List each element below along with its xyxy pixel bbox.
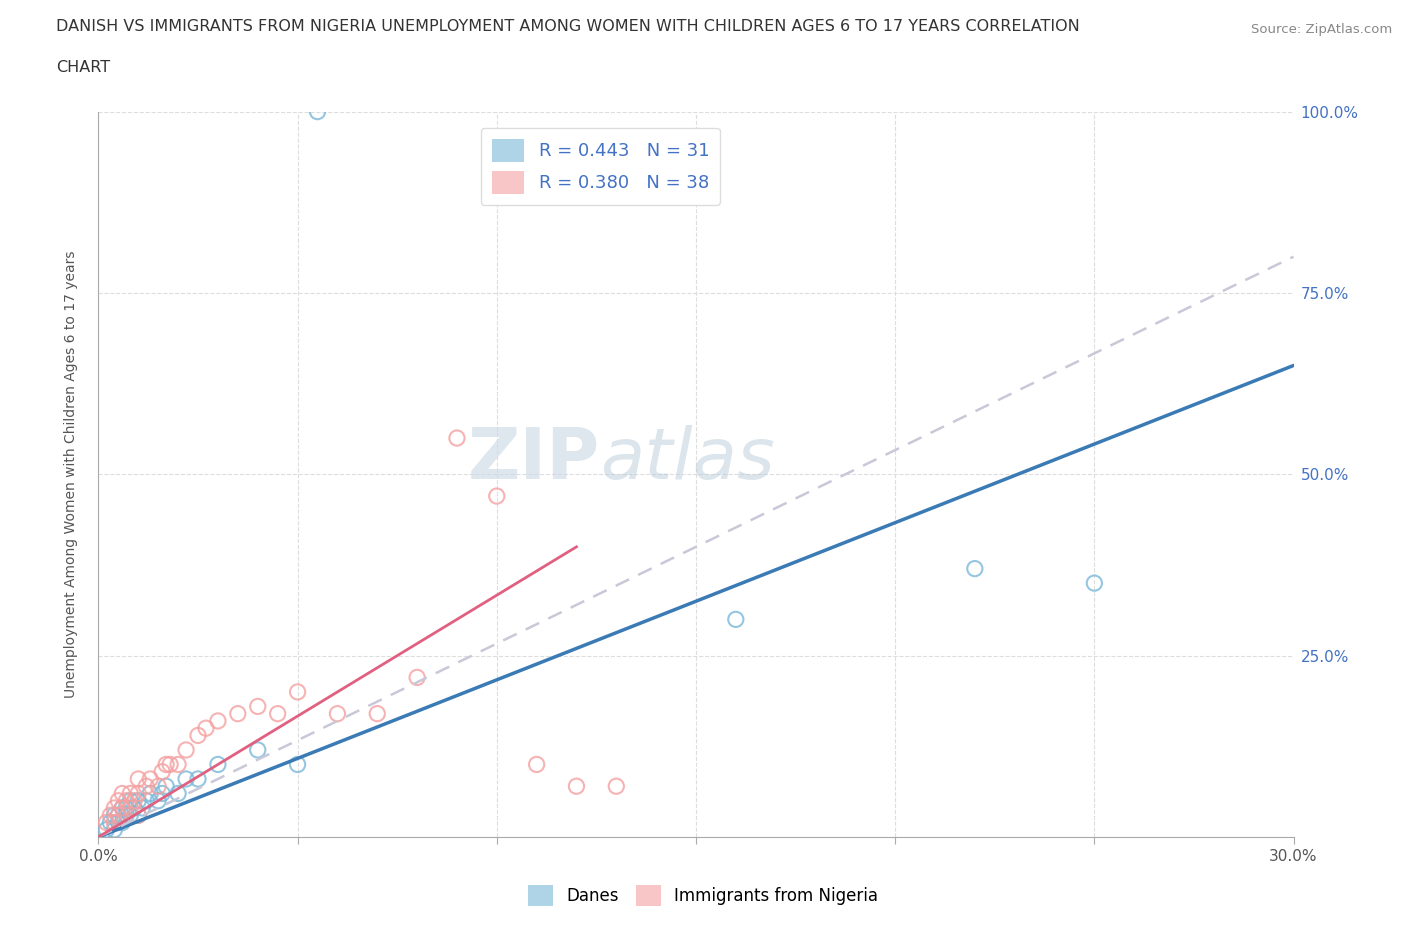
Point — [96, 822, 118, 837]
Point — [107, 808, 129, 823]
Point — [115, 808, 138, 823]
Point — [287, 757, 309, 772]
Point — [246, 699, 269, 714]
Point — [98, 815, 122, 830]
Point — [565, 778, 588, 793]
Point — [207, 713, 229, 728]
Point — [148, 793, 170, 808]
Point — [446, 431, 468, 445]
Point — [963, 561, 986, 576]
Point — [226, 706, 249, 721]
Point — [103, 822, 125, 837]
Point — [111, 786, 134, 801]
Point — [287, 684, 309, 699]
Point — [150, 786, 173, 801]
Point — [135, 778, 157, 793]
Point — [103, 808, 125, 823]
Point — [135, 793, 157, 808]
Point — [127, 808, 149, 823]
Point — [526, 757, 548, 772]
Point — [174, 772, 197, 787]
Point — [127, 808, 149, 823]
Text: DANISH VS IMMIGRANTS FROM NIGERIA UNEMPLOYMENT AMONG WOMEN WITH CHILDREN AGES 6 : DANISH VS IMMIGRANTS FROM NIGERIA UNEMPL… — [56, 19, 1080, 33]
Point — [167, 757, 190, 772]
Text: ZIP: ZIP — [468, 425, 600, 494]
Legend: Danes, Immigrants from Nigeria: Danes, Immigrants from Nigeria — [522, 879, 884, 912]
Point — [724, 612, 747, 627]
Point — [103, 801, 125, 816]
Point — [124, 793, 146, 808]
Point — [98, 808, 122, 823]
Point — [107, 808, 129, 823]
Point — [120, 793, 142, 808]
Point — [120, 786, 142, 801]
Point — [120, 808, 142, 823]
Point — [148, 778, 170, 793]
Legend: R = 0.443   N = 31, R = 0.380   N = 38: R = 0.443 N = 31, R = 0.380 N = 38 — [481, 128, 720, 205]
Point — [120, 801, 142, 816]
Point — [150, 764, 173, 779]
Point — [187, 728, 209, 743]
Point — [159, 757, 181, 772]
Point — [485, 488, 508, 503]
Point — [127, 786, 149, 801]
Point — [107, 815, 129, 830]
Text: Source: ZipAtlas.com: Source: ZipAtlas.com — [1251, 23, 1392, 36]
Point — [174, 742, 197, 757]
Point — [111, 815, 134, 830]
Point — [406, 670, 429, 684]
Point — [155, 757, 177, 772]
Point — [139, 772, 162, 787]
Point — [267, 706, 290, 721]
Point — [207, 757, 229, 772]
Point — [605, 778, 627, 793]
Text: atlas: atlas — [600, 425, 775, 494]
Point — [139, 786, 162, 801]
Point — [127, 772, 149, 787]
Point — [366, 706, 388, 721]
Point — [167, 786, 190, 801]
Y-axis label: Unemployment Among Women with Children Ages 6 to 17 years: Unemployment Among Women with Children A… — [63, 250, 77, 698]
Point — [111, 801, 134, 816]
Point — [326, 706, 349, 721]
Point — [115, 793, 138, 808]
Point — [187, 772, 209, 787]
Point — [131, 801, 153, 816]
Point — [115, 801, 138, 816]
Point — [107, 793, 129, 808]
Point — [124, 801, 146, 816]
Point — [127, 793, 149, 808]
Point — [195, 721, 218, 736]
Point — [103, 815, 125, 830]
Point — [96, 815, 118, 830]
Point — [307, 104, 329, 119]
Point — [155, 778, 177, 793]
Point — [111, 801, 134, 816]
Point — [1083, 576, 1105, 591]
Point — [246, 742, 269, 757]
Text: CHART: CHART — [56, 60, 110, 75]
